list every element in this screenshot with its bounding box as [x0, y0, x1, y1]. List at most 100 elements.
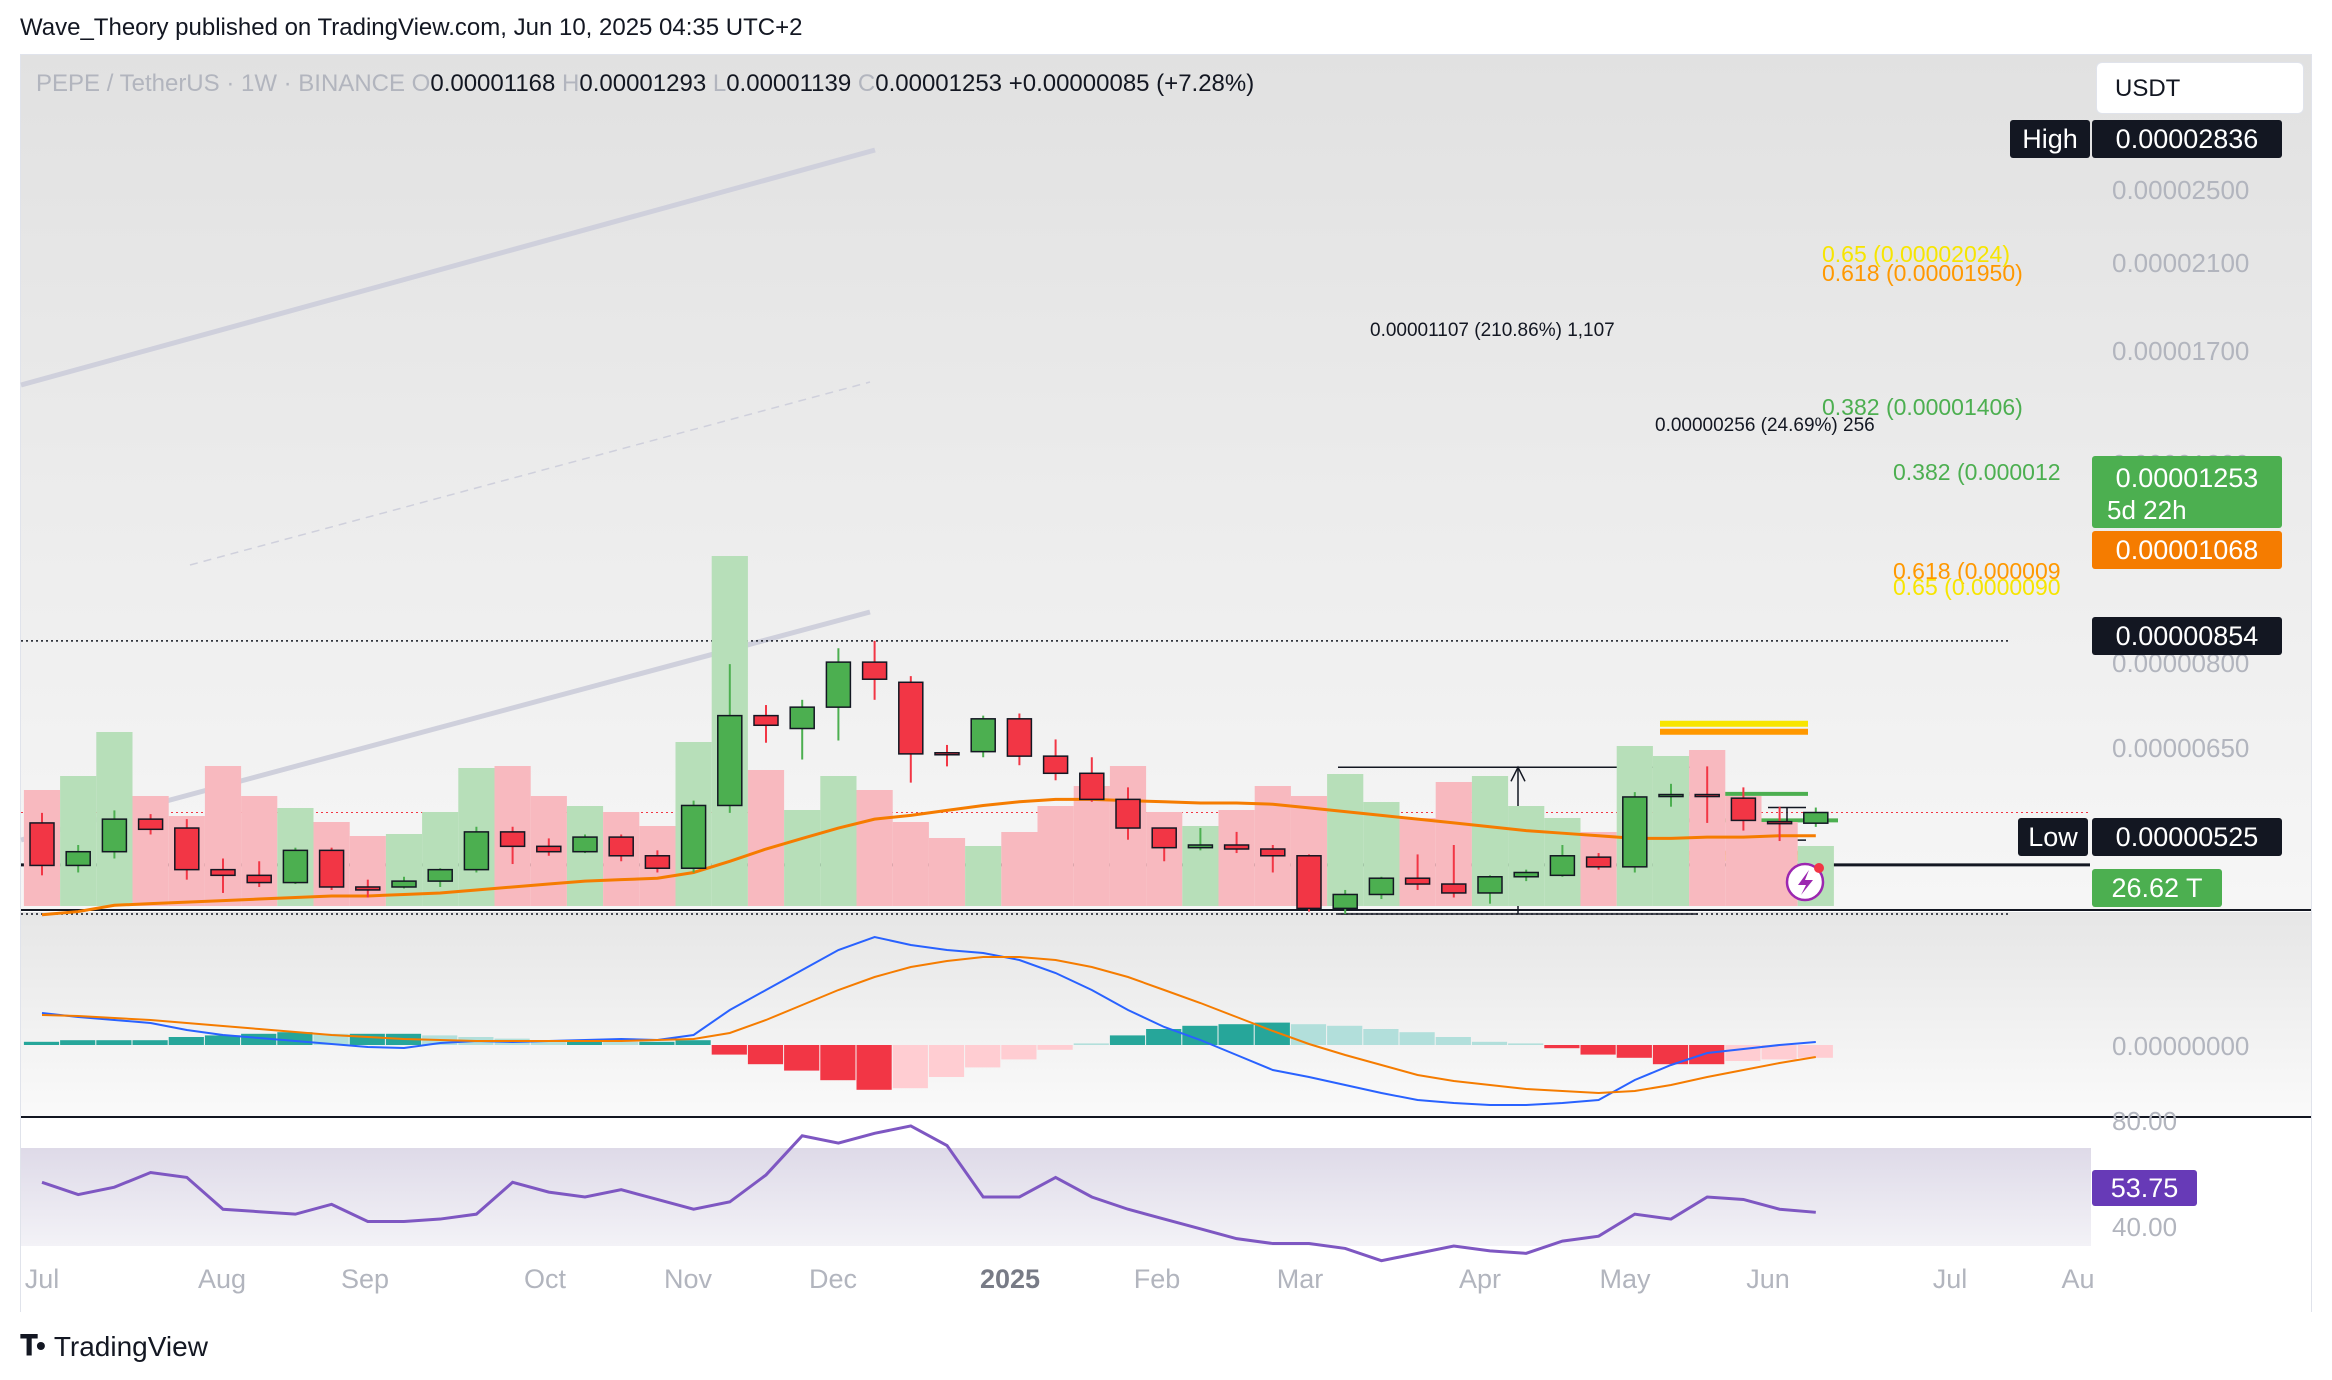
- candle-body: [1658, 793, 1684, 798]
- time-axis-label: Jul: [1933, 1264, 1968, 1294]
- macd-histogram-bar: [603, 1041, 639, 1045]
- macd-histogram-bar: [1652, 1045, 1689, 1065]
- time-axis-label: May: [1599, 1264, 1651, 1294]
- fib-bot-65-label: 0.65 (0.0000090: [1893, 574, 2061, 600]
- low-tag-bg: [2018, 818, 2088, 856]
- candle-body: [1223, 844, 1250, 850]
- candle-body: [825, 661, 852, 708]
- candle-body: [717, 714, 743, 807]
- close-letter: C: [857, 70, 876, 97]
- publisher-line: Wave_Theory published on TradingView.com…: [20, 14, 803, 41]
- macd-histogram-bar: [60, 1040, 96, 1045]
- candle-body: [680, 804, 707, 869]
- volume-bar: [747, 770, 785, 906]
- notification-dot: [1814, 863, 1824, 873]
- candle-body: [355, 886, 381, 891]
- macd-pane: [23, 935, 1833, 1106]
- volume-bar: [1037, 806, 1074, 906]
- time-axis-label: Sep: [341, 1264, 389, 1294]
- price-tick-label: 0.00002100: [2112, 248, 2249, 278]
- low-letter: L: [712, 70, 727, 97]
- measure-short-label: 0.00000256 (24.69%) 256: [1655, 415, 1875, 436]
- time-axis-label: Oct: [524, 1264, 567, 1294]
- macd-histogram-bar: [1544, 1045, 1580, 1049]
- candle-body: [1441, 883, 1467, 894]
- macd-histogram-bar: [349, 1033, 385, 1045]
- volume-bar: [1218, 810, 1255, 906]
- volume-bar: [60, 776, 97, 906]
- volume-bar: [1001, 832, 1038, 906]
- last-price-tag-bg: [2092, 456, 2282, 528]
- candle-body: [861, 661, 888, 680]
- candle-body: [427, 868, 453, 882]
- countdown-value: 5d 22h: [2107, 495, 2187, 525]
- rsi-band-bg: [21, 1148, 2091, 1246]
- candle-body: [970, 718, 996, 753]
- macd-histogram-bar: [639, 1041, 675, 1045]
- currency-selector[interactable]: USDT: [2096, 62, 2304, 114]
- macd-histogram-bar: [1689, 1045, 1725, 1065]
- trendline-mid-dashed: [189, 381, 871, 566]
- rsi-value-tag: 53.75: [2111, 1173, 2179, 1203]
- macd-histogram-bar: [711, 1045, 747, 1055]
- ema-value-tag-bg: [2092, 531, 2282, 569]
- candle-body: [499, 831, 526, 848]
- macd-histogram-bar: [313, 1033, 349, 1045]
- candle-body: [1622, 796, 1648, 868]
- time-axis-label: Apr: [1459, 1264, 1501, 1294]
- rsi-value-tag-bg: [2092, 1170, 2197, 1206]
- candle-body: [1694, 793, 1720, 798]
- fib-382-a-label: 0.382 (0.00001406): [1822, 394, 2023, 420]
- candle-body: [934, 752, 960, 756]
- macd-histogram-bar: [1109, 1035, 1146, 1045]
- macd-histogram-bar: [675, 1040, 711, 1045]
- macd-histogram-bar: [1435, 1037, 1471, 1045]
- open-letter: O: [411, 70, 431, 97]
- candle-body: [1115, 798, 1141, 829]
- macd-histogram-bar: [132, 1040, 168, 1045]
- time-axis-label: Feb: [1134, 1264, 1181, 1294]
- time-axis: Jul Aug Sep Oct Nov Dec 2025 Feb Mar Apr May Jun Jul…: [25, 1264, 2095, 1294]
- macd-histogram-bar: [241, 1033, 277, 1045]
- fib-top-65-label: 0.65 (0.00002024): [1822, 241, 2010, 267]
- ema-polyline: [41, 797, 1816, 917]
- close-value: 0.00001253: [875, 70, 1003, 97]
- rsi-line: [41, 1124, 1816, 1263]
- macd-histogram-bar: [1037, 1045, 1073, 1050]
- macd-histogram-bar: [96, 1040, 132, 1045]
- candle-body: [29, 822, 55, 867]
- macd-histogram-bar: [928, 1045, 965, 1077]
- candle-body: [536, 845, 562, 853]
- macd-histogram-bar: [1218, 1024, 1254, 1045]
- ema-line: [41, 797, 1816, 917]
- macd-histogram-bar: [1399, 1032, 1435, 1045]
- macd-histogram-bar: [1616, 1045, 1652, 1058]
- change-value: +0.00000085 (+7.28%): [1008, 70, 1255, 97]
- price-tick-label: 0.00002500: [2112, 175, 2249, 205]
- symbol-label: PEPE / TetherUS · 1W · BINANCE: [36, 70, 405, 97]
- volume-bar: [1327, 774, 1364, 906]
- last-price-value: 0.00001253: [2116, 463, 2259, 493]
- price-tick-label: 0.00000650: [2112, 733, 2249, 763]
- candle-body: [789, 706, 815, 730]
- candle-body: [1549, 855, 1576, 877]
- fib-bot-618-label: 0.618 (0.000009: [1893, 558, 2061, 584]
- price-tick-label: 0.00001700: [2112, 336, 2249, 366]
- macd-histogram-bar: [1363, 1029, 1399, 1045]
- macd-histogram-bar: [856, 1045, 892, 1090]
- volume-bar: [1508, 806, 1545, 906]
- ema-value-tag: 0.00001068: [2116, 535, 2259, 565]
- candle-body: [1730, 797, 1757, 822]
- candle-body: [1042, 755, 1069, 775]
- macd-histogram-bar: [23, 1041, 60, 1045]
- macd-histogram-bar: [1001, 1045, 1037, 1060]
- tradingview-logo[interactable]: 𝐓• TradingView: [20, 1330, 208, 1363]
- support-value-tag-bg: [2092, 617, 2282, 655]
- candle-body: [898, 681, 924, 755]
- candle-body: [1296, 855, 1322, 910]
- time-axis-label: Au: [2061, 1264, 2094, 1294]
- macd-histogram-bar: [892, 1045, 928, 1089]
- candle-body: [1477, 876, 1503, 894]
- candle-body: [1079, 772, 1105, 801]
